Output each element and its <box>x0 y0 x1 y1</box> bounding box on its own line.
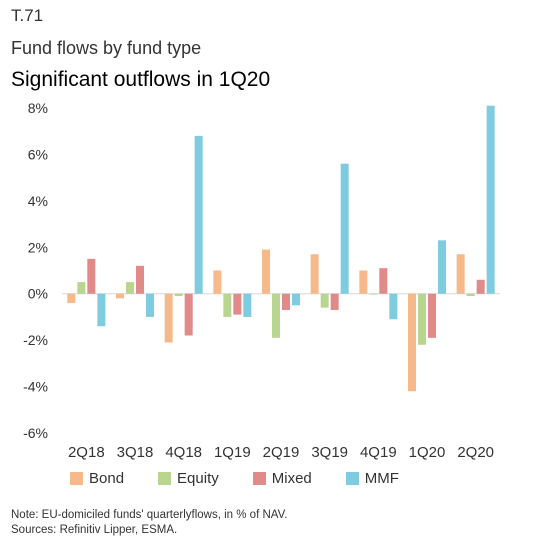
bar-bond-2q19 <box>262 249 270 294</box>
chart-code: T.71 <box>11 6 44 25</box>
bar-equity-2q18 <box>77 282 86 294</box>
bar-bond-3q19 <box>310 254 319 294</box>
bar-equity-2q20 <box>466 293 475 297</box>
y-tick-label: 2% <box>28 239 48 255</box>
x-tick-label: 4Q19 <box>360 444 397 461</box>
bar-mixed-3q18 <box>136 265 144 294</box>
bar-equity-4q18 <box>174 293 183 297</box>
chart-title: Significant outflows in 1Q20 <box>11 68 271 91</box>
bar-bond-2q18 <box>67 293 76 303</box>
bar-equity-1q20 <box>418 293 426 345</box>
bar-bond-1q20 <box>408 293 416 392</box>
legend-swatch <box>70 472 83 485</box>
x-tick-label: 1Q19 <box>214 444 251 461</box>
x-tick-label: 2Q20 <box>457 444 494 461</box>
bar-equity-1q19 <box>223 293 232 317</box>
bar-bond-2q20 <box>456 254 465 294</box>
bar-mixed-3q19 <box>330 293 339 310</box>
y-tick-label: -6% <box>23 425 48 441</box>
y-tick-label: 8% <box>28 100 48 116</box>
y-tick-label: 4% <box>28 193 48 209</box>
bar-mmf-3q18 <box>146 293 154 317</box>
bar-mixed-4q18 <box>184 293 193 336</box>
bar-mixed-4q19 <box>379 268 388 294</box>
y-tick-label: -4% <box>23 379 48 395</box>
bar-mmf-1q20 <box>438 240 446 294</box>
bar-mmf-4q19 <box>389 293 398 320</box>
x-tick-label: 3Q18 <box>117 444 154 461</box>
x-tick-label: 3Q19 <box>311 444 348 461</box>
legend-item-mixed: Mixed <box>252 470 312 487</box>
y-tick-label: -2% <box>23 332 48 348</box>
legend-item-bond: Bond <box>70 470 124 487</box>
bar-mixed-2q19 <box>282 293 290 310</box>
chart-note: Note: EU-domiciled funds' quarterlyflows… <box>11 508 287 538</box>
legend-item-equity: Equity <box>158 470 219 487</box>
x-tick-label: 1Q20 <box>409 444 446 461</box>
legend-item-mmf: MMF <box>345 470 399 487</box>
bar-mixed-2q18 <box>87 258 96 294</box>
bar-mmf-2q18 <box>97 293 106 327</box>
chart-legend: Bond Equity Mixed MMF <box>70 470 433 487</box>
bar-mmf-2q19 <box>292 293 300 306</box>
bar-mixed-2q20 <box>476 279 485 294</box>
bar-equity-3q18 <box>126 282 134 294</box>
legend-label: Bond <box>89 470 125 487</box>
chart-subtitle: Fund flows by fund type <box>11 38 202 58</box>
bar-chart: 8% 6% 4% 2% 0% -2% -4% -6% 2Q18 3Q18 4Q18 1Q19 2Q19 3… <box>23 100 500 461</box>
legend-swatch <box>158 472 172 485</box>
bar-mmf-4q18 <box>194 135 203 294</box>
bar-equity-2q19 <box>272 293 280 338</box>
legend-swatch <box>252 472 266 485</box>
legend-label: Equity <box>177 470 219 487</box>
legend-swatch <box>345 472 359 485</box>
y-tick-label: 6% <box>28 146 48 162</box>
bar-bond-4q18 <box>164 293 173 343</box>
x-tick-label: 2Q19 <box>263 444 300 461</box>
bar-mixed-1q20 <box>428 293 436 338</box>
bar-equity-4q19 <box>369 293 378 295</box>
bar-mmf-3q19 <box>340 163 349 294</box>
legend-label: MMF <box>364 470 399 487</box>
bar-mixed-1q19 <box>233 293 242 315</box>
legend-label: Mixed <box>271 470 312 487</box>
bar-bond-1q19 <box>213 270 222 294</box>
bar-mmf-2q20 <box>486 105 495 294</box>
bar-mmf-1q19 <box>243 293 252 317</box>
note-text: Note: EU-domiciled funds' quarterlyflows… <box>11 509 288 521</box>
x-tick-label: 2Q18 <box>68 444 105 461</box>
x-tick-label: 4Q18 <box>165 444 202 461</box>
bar-equity-3q19 <box>320 293 329 308</box>
bar-bond-3q18 <box>116 293 124 299</box>
bar-bond-4q19 <box>359 270 368 294</box>
y-tick-label: 0% <box>28 286 48 302</box>
sources-text: Sources: Refinitiv Lipper, ESMA. <box>11 524 178 536</box>
